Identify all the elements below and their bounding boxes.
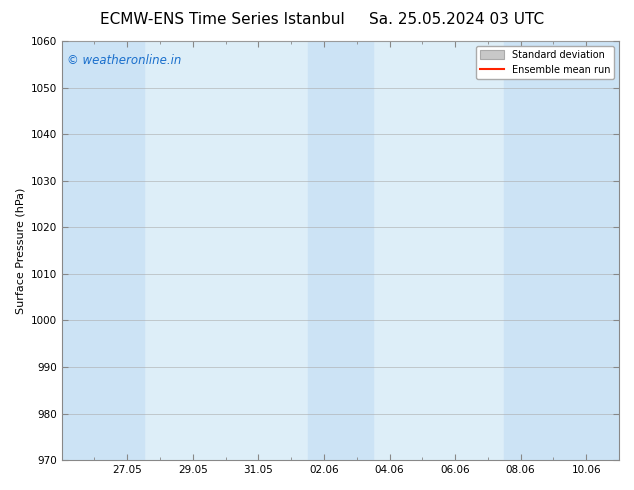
- Y-axis label: Surface Pressure (hPa): Surface Pressure (hPa): [15, 187, 25, 314]
- Bar: [61, 41, 144, 460]
- Bar: [307, 41, 373, 460]
- Text: Sa. 25.05.2024 03 UTC: Sa. 25.05.2024 03 UTC: [369, 12, 544, 27]
- Legend: Standard deviation, Ensemble mean run: Standard deviation, Ensemble mean run: [476, 46, 614, 78]
- Bar: [504, 41, 619, 460]
- Text: ECMW-ENS Time Series Istanbul: ECMW-ENS Time Series Istanbul: [100, 12, 344, 27]
- Text: © weatheronline.in: © weatheronline.in: [67, 53, 181, 67]
